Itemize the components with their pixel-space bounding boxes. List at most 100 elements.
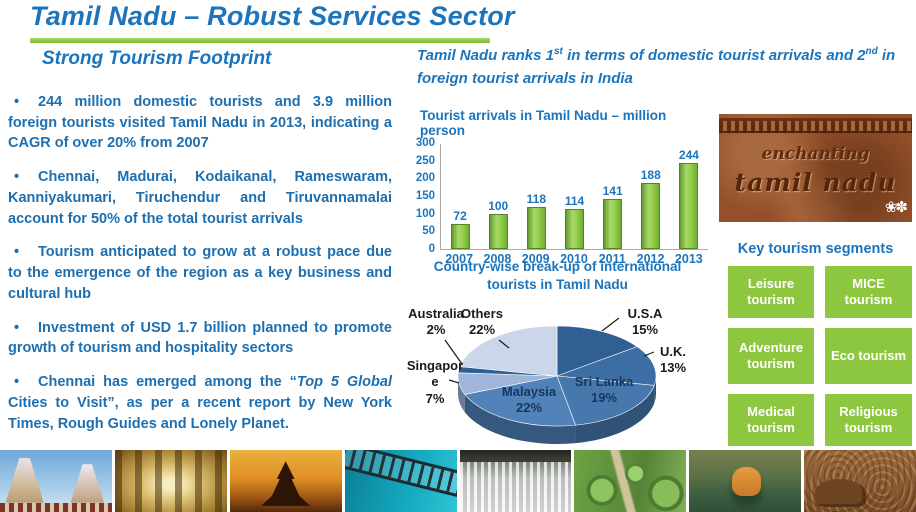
brand-line2: tamil nadu xyxy=(734,168,897,197)
bar-chart: 300 250 200 150 100 50 0 72 100 118 114 141 188 244 … xyxy=(414,137,710,276)
title-underline xyxy=(30,38,490,43)
photo-stone-carving xyxy=(804,450,916,512)
photo-strip xyxy=(0,450,916,512)
bullet-item: • Chennai, Madurai, Kodaikanal, Rameswara… xyxy=(8,167,392,229)
bullet-icon: • xyxy=(14,319,20,336)
bullet-item: • 244 million domestic tourists and 3.9 m… xyxy=(8,92,392,154)
photo-tiger-in-water xyxy=(689,450,802,512)
pie-slice-side xyxy=(575,385,655,444)
rank-statement-part2: in terms of domestic tourist arrivals an… xyxy=(562,47,866,64)
y-tick-label: 0 xyxy=(428,243,435,255)
x-tick-label: 2013 xyxy=(674,252,703,266)
bar-value-label: 244 xyxy=(678,147,699,162)
bar-2013 xyxy=(679,162,699,249)
bar-column-2010: 114 xyxy=(555,144,593,249)
pie-title-line1: Country-wise break-up of international xyxy=(433,259,682,274)
segment-religious-tourism: Religious tourism xyxy=(825,394,912,446)
pie-slice-malaysia xyxy=(464,375,576,427)
bar-2012 xyxy=(641,182,661,249)
bar-2007 xyxy=(450,223,470,249)
x-tick-label: 2009 xyxy=(521,252,550,266)
pie-slice-side xyxy=(654,376,656,404)
bullet-icon: • xyxy=(14,374,20,391)
bar-value-label: 114 xyxy=(564,193,585,208)
pie-slice-u-k- xyxy=(556,346,657,386)
bar-chart-block: Tourist arrivals in Tamil Nadu – million… xyxy=(414,108,710,276)
bar-y-axis: 300 250 200 150 100 50 0 xyxy=(414,137,438,255)
bar-value-label: 141 xyxy=(602,184,623,199)
pie-slice-sri-lanka xyxy=(556,375,655,426)
photo-temple-corridor xyxy=(114,450,227,512)
segment-adventure-tourism: Adventure tourism xyxy=(728,328,814,384)
rank-statement-part3: in foreign tourist arrivals in India xyxy=(417,47,896,87)
pie-callout-line xyxy=(643,351,655,357)
pie-title-line2: tourists in Tamil Nadu xyxy=(487,276,628,292)
bullet-text: Chennai, Madurai, Kodaikanal, Rameswaram… xyxy=(8,169,392,227)
rank-superscript-1st: st xyxy=(554,46,563,57)
x-tick-label: 2010 xyxy=(560,252,588,266)
x-tick-label: 2011 xyxy=(598,252,626,266)
pie-chart-title: Country-wise break-up of international t… xyxy=(405,258,710,293)
pie-label-malaysia: Malaysia 22% xyxy=(501,384,557,416)
bullet-icon: • xyxy=(14,244,20,261)
pie-chart xyxy=(444,317,657,444)
brand-line1: enchanting xyxy=(761,144,870,164)
bar-chart-title: Tourist arrivals in Tamil Nadu – million… xyxy=(420,108,667,138)
bullet-text-pre: Chennai has emerged among the “ xyxy=(38,374,297,391)
bar-value-label: 72 xyxy=(453,208,467,223)
rank-statement-part1: Tamil Nadu ranks 1 xyxy=(417,47,554,64)
pie-callout-line xyxy=(498,339,510,349)
pie-callout-line xyxy=(448,379,460,384)
x-tick-label: 2008 xyxy=(483,252,512,266)
bar-2008 xyxy=(488,213,508,249)
segment-medical-tourism: Medical tourism xyxy=(728,394,814,446)
bullet-item: • Chennai has emerged among the “Top 5 Gl… xyxy=(8,372,392,434)
bar-plot: 72 100 118 114 141 188 244 xyxy=(440,144,708,250)
bullet-text-quote: Top 5 Global xyxy=(296,374,392,391)
pie-chart-block: Country-wise break-up of international t… xyxy=(405,258,710,460)
bar-column-2011: 141 xyxy=(594,144,632,249)
pie-label-singapore: Singapore 7% xyxy=(406,358,464,406)
bullet-text-post: Cities to Visit”, as per a recent report… xyxy=(8,394,392,432)
y-tick-label: 200 xyxy=(415,172,435,185)
bullet-text: Investment of USD 1.7 billion planned to… xyxy=(8,319,392,357)
bar-column-2012: 188 xyxy=(632,144,670,249)
terracotta-cornice xyxy=(719,118,912,133)
pie-callout-line xyxy=(444,339,463,365)
segments-grid: Leisure tourism MICE tourism Adventure t… xyxy=(728,266,912,446)
bar-column-2013: 244 xyxy=(670,144,708,249)
pie-slice-side xyxy=(464,394,576,444)
bar-x-axis: 2007 2008 2009 2010 2011 2012 2013 xyxy=(440,252,708,266)
enchanting-tamil-nadu-image: enchanting tamil nadu ❀✽ xyxy=(719,114,912,222)
photo-waterfall xyxy=(459,450,572,512)
pie-slice-others xyxy=(459,325,558,377)
pie-label-u-s-a: U.S.A 15% xyxy=(627,306,663,338)
pie-label-others: Others 22% xyxy=(461,306,503,338)
bullet-item: • Investment of USD 1.7 billion planned t… xyxy=(8,318,392,359)
y-tick-label: 250 xyxy=(415,154,435,167)
bullet-list: • 244 million domestic tourists and 3.9 m… xyxy=(8,92,392,447)
segment-leisure-tourism: Leisure tourism xyxy=(728,266,814,318)
bar-column-2008: 100 xyxy=(479,144,517,249)
segment-mice-tourism: MICE tourism xyxy=(825,266,912,318)
bar-column-2007: 72 xyxy=(441,144,479,249)
pie-slice-side xyxy=(458,376,465,413)
y-tick-label: 50 xyxy=(422,225,435,238)
pie-label-sri-lanka: Sri Lanka 19% xyxy=(574,374,634,406)
rank-superscript-2nd: nd xyxy=(865,46,878,57)
pie-label-australia: Australia 2% xyxy=(408,306,464,338)
bullet-icon: • xyxy=(14,169,20,186)
pie-slice-u-s-a xyxy=(556,325,638,377)
y-tick-label: 300 xyxy=(415,137,435,149)
bullet-item: • Tourism anticipated to grow at a robust… xyxy=(8,242,392,304)
photo-shore-temple xyxy=(229,450,342,512)
bar-column-2009: 118 xyxy=(517,144,555,249)
rank-statement: Tamil Nadu ranks 1st in terms of domesti… xyxy=(417,44,916,90)
pie-label-u-k-: U.K. 13% xyxy=(659,344,687,376)
photo-temple-gopuram xyxy=(0,450,112,512)
bar-value-label: 118 xyxy=(526,192,547,207)
bar-2009 xyxy=(526,207,546,249)
segment-eco-tourism: Eco tourism xyxy=(825,328,912,384)
page-title: Tamil Nadu – Robust Services Sector xyxy=(30,1,515,31)
